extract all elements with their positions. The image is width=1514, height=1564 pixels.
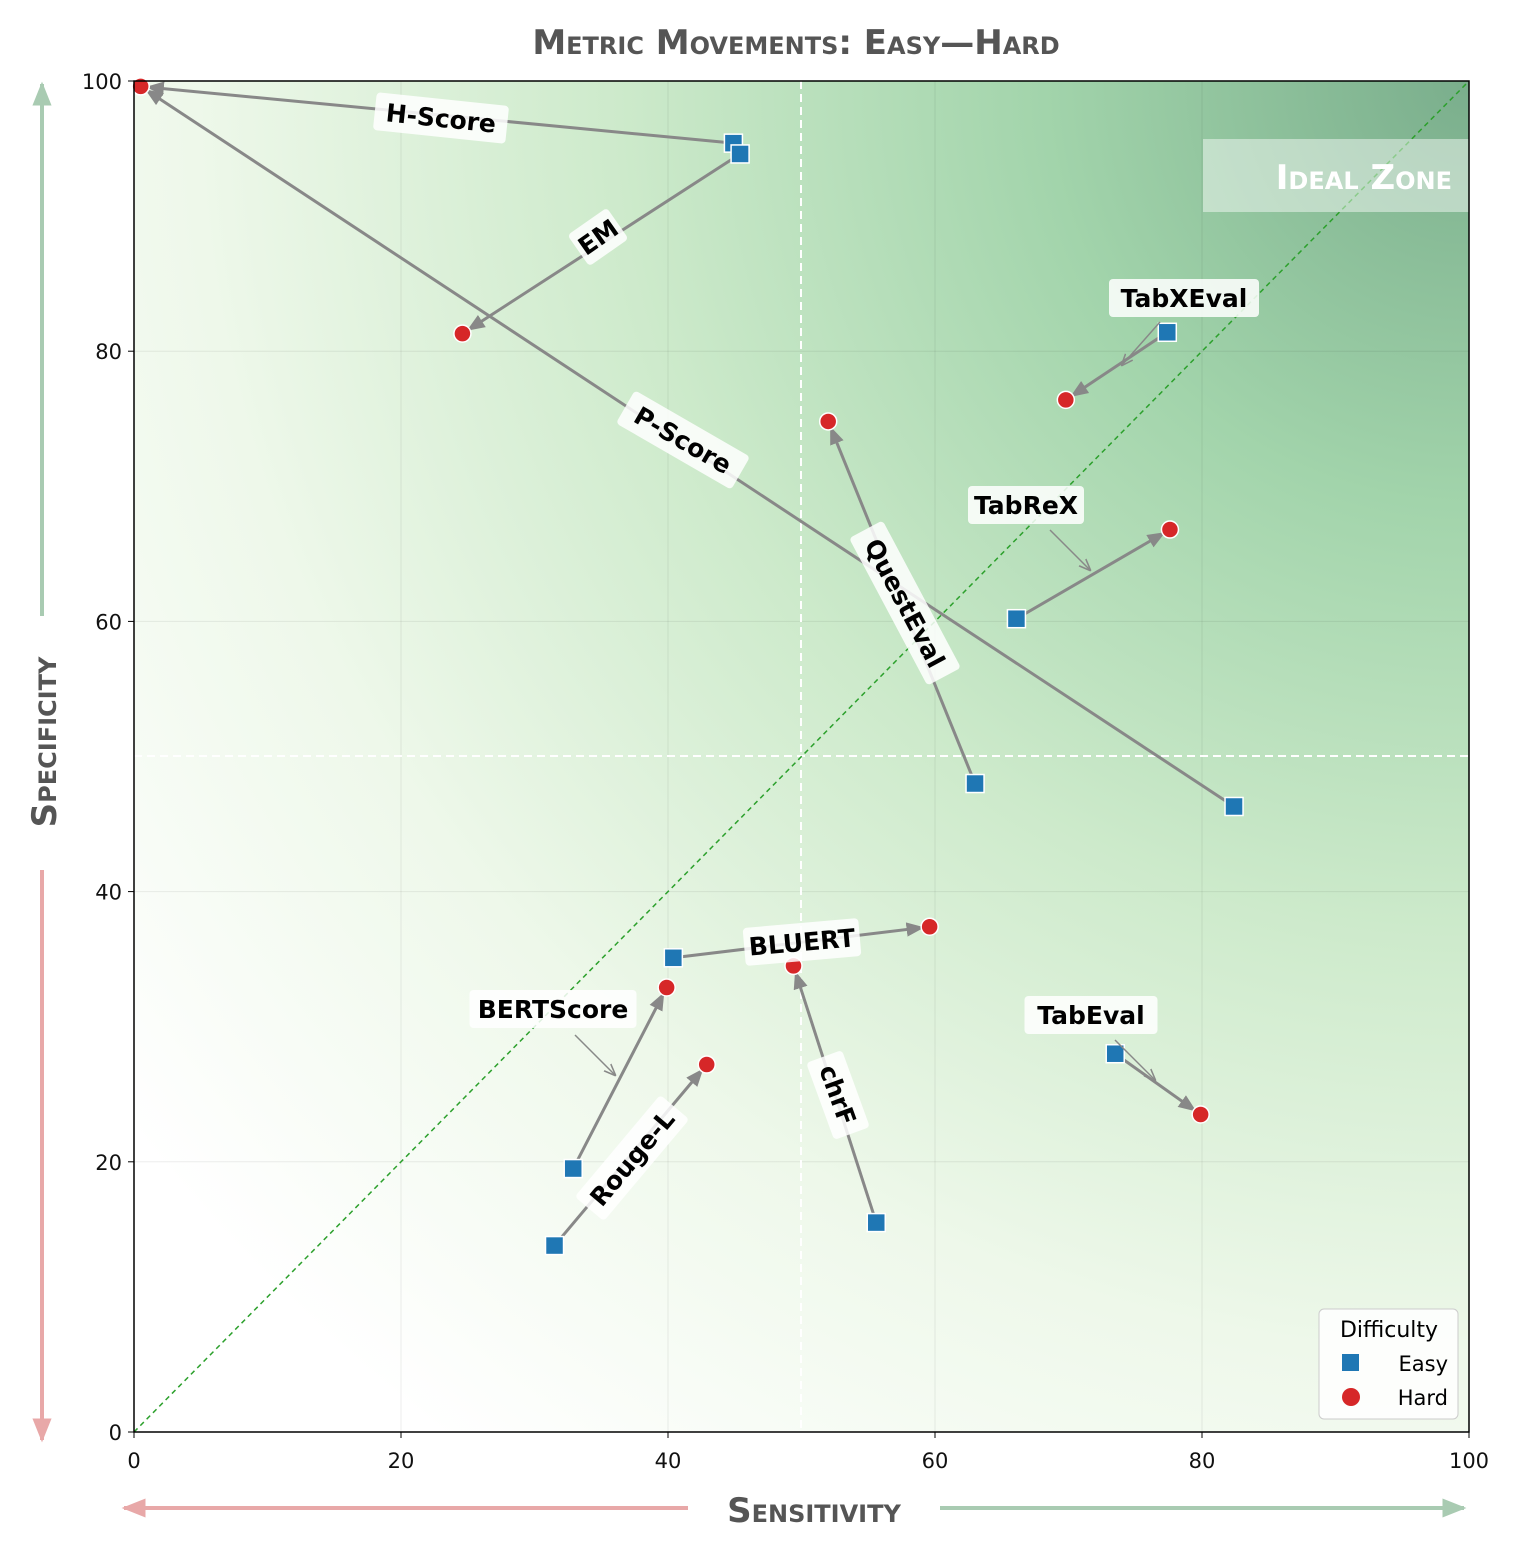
easy-point-questeval (965, 773, 985, 794)
label-tabeval: TabEval (1024, 996, 1158, 1034)
y-tick-label: 80 (95, 340, 122, 364)
x-axis-label: Sensitivity (727, 1491, 901, 1531)
easy-point-chrf (866, 1212, 887, 1233)
label-tabrex: TabReX (968, 486, 1084, 524)
easy-point-tabeval (1105, 1043, 1125, 1064)
metric-label: BERTScore (478, 995, 629, 1024)
y-tick-label: 60 (95, 610, 122, 634)
easy-point-bluert (663, 948, 684, 968)
label-tabxeval: TabXEval (1109, 279, 1259, 317)
label-pointer (1122, 321, 1161, 365)
y-tick-label: 100 (82, 70, 122, 94)
hard-point-tabxeval (1056, 390, 1076, 410)
hard-point-rouge-l (697, 1055, 716, 1074)
legend-easy-marker (1342, 1354, 1359, 1371)
x-tick-label: 80 (1189, 1449, 1216, 1473)
hard-point-tabrex (1160, 520, 1180, 539)
label-pointer (1114, 1039, 1155, 1080)
legend-hard-marker (1342, 1388, 1360, 1406)
metric-label: TabXEval (1121, 284, 1248, 313)
x-tick-label: 0 (127, 1449, 140, 1473)
diagonal-line (133, 80, 1470, 1433)
y-axis-label: Specificity (25, 656, 65, 827)
label-h-score: H-Score (373, 92, 509, 144)
hard-point-p-score (131, 77, 150, 96)
legend-hard-label: Hard (1398, 1386, 1448, 1410)
y-tick-label: 0 (109, 1421, 122, 1445)
label-pointer (1049, 529, 1090, 570)
label-pointer (574, 1034, 615, 1075)
x-tick-label: 20 (388, 1449, 415, 1473)
arrow-tabxeval (1070, 331, 1169, 398)
x-tick-label: 100 (1449, 1449, 1489, 1473)
y-tick-label: 20 (95, 1151, 122, 1175)
metric-label: TabEval (1037, 1001, 1144, 1030)
legend-title: Difficulty (1340, 1318, 1438, 1343)
hard-point-bertscore (657, 978, 676, 997)
arrow-tabrex (1015, 531, 1166, 620)
y-tick-label: 40 (95, 881, 122, 905)
arrow-bertscore (571, 992, 665, 1170)
ideal-zone-label: Ideal Zone (1276, 158, 1452, 198)
easy-point-p-score (1224, 796, 1244, 817)
label-bluert: BLUERT (742, 918, 862, 966)
ideal-zone: Ideal Zone (1203, 139, 1469, 212)
plot-frame (133, 80, 1470, 1433)
hard-point-bluert (920, 917, 939, 936)
hard-point-em (453, 324, 472, 343)
label-bertscore: BERTScore (469, 990, 637, 1028)
easy-point-rouge-l (544, 1235, 565, 1256)
easy-point-tabxeval (1157, 322, 1178, 343)
label-chrf: chrF (807, 1051, 869, 1139)
x-tick-label: 60 (922, 1449, 949, 1473)
legend-easy-label: Easy (1398, 1352, 1448, 1376)
hard-point-tabeval (1191, 1105, 1210, 1124)
hard-point-questeval (818, 412, 838, 431)
legend: Difficulty Easy Hard (1318, 1308, 1459, 1420)
x-tick-label: 40 (655, 1449, 682, 1473)
easy-point-tabrex (1006, 608, 1027, 629)
easy-point-bertscore (563, 1158, 583, 1179)
easy-point-em (730, 144, 750, 164)
chart-title: Metric Movements: Easy—Hard (532, 23, 1059, 63)
metric-label: TabReX (974, 491, 1078, 520)
